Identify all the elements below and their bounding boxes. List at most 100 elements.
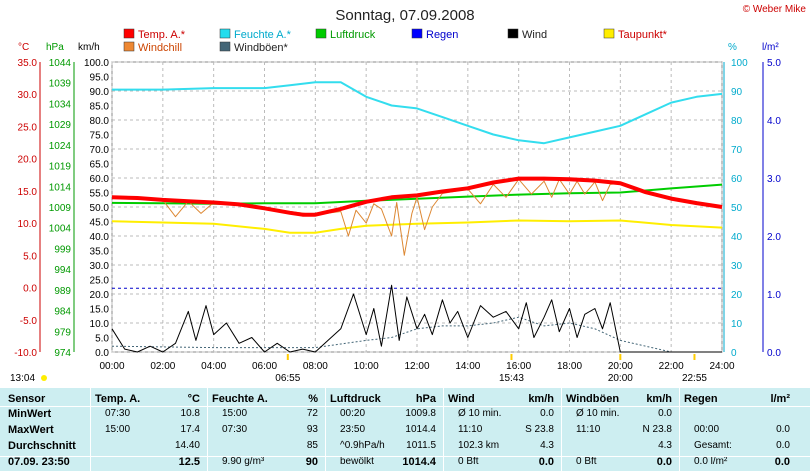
x-tick-label: 12:00 — [404, 361, 429, 372]
series-line — [112, 81, 723, 145]
pressure-tick-label: 1029 — [49, 120, 72, 131]
table-cell-value: 14.40 — [174, 440, 200, 451]
legend-swatch — [219, 28, 231, 39]
wind-tick-label: 45.0 — [90, 218, 110, 229]
table-cell-value: S 23.8 — [525, 424, 554, 435]
wind-tick-label: 60.0 — [90, 174, 110, 185]
table-cell-sub: 23:50 — [340, 424, 366, 435]
x-tick-label: 14:00 — [455, 361, 480, 372]
legend-swatch — [315, 28, 327, 39]
marker-time-label: 20:00 — [608, 373, 633, 384]
table-cell-value: 0.0 — [538, 456, 554, 468]
table-cell-value: 90 — [305, 456, 318, 468]
marker-tick — [510, 354, 513, 360]
pressure-tick-label: 984 — [54, 307, 71, 318]
series-line — [111, 316, 722, 353]
table-cell-value: 0.0 — [540, 408, 554, 419]
table-column-divider — [443, 388, 444, 471]
humidity-tick-label: 90 — [731, 87, 743, 98]
table-cell-sub: Gesamt: — [694, 440, 732, 451]
table-header-divider — [0, 406, 810, 407]
temp-tick-label: 5.0 — [23, 251, 37, 262]
wind-tick-label: 30.0 — [90, 261, 110, 272]
table-header-label: Luftdruck — [330, 393, 381, 405]
pressure-tick-label: 1024 — [49, 141, 72, 152]
pressure-tick-label: 989 — [54, 286, 71, 297]
table-header-label: Wind — [448, 393, 475, 405]
wind-tick-label: 15.0 — [90, 305, 110, 316]
table-header-unit: km/h — [646, 393, 672, 405]
pressure-tick-label: 1014 — [49, 182, 72, 193]
table-cell-value: 1014.4 — [402, 456, 436, 468]
marker-time-label: 22:55 — [682, 373, 707, 384]
pressure-unit-label: hPa — [46, 42, 64, 53]
x-tick-label: 24:00 — [709, 361, 734, 372]
pressure-tick-label: 1039 — [49, 79, 72, 90]
wind-unit-label: km/h — [78, 42, 100, 53]
legend-swatch — [123, 28, 135, 39]
rain-tick-label: 3.0 — [767, 174, 781, 185]
table-cell-sub: ^0.9hPa/h — [340, 440, 385, 451]
temp-unit-label: °C — [18, 42, 29, 53]
marker-tick — [286, 354, 289, 360]
legend-label: Temp. A.* — [138, 29, 186, 41]
rain-tick-label: 4.0 — [767, 116, 781, 127]
pressure-tick-label: 1009 — [49, 203, 72, 214]
table-cell-sub: 0 Bft — [458, 456, 479, 467]
table-header-label: Feuchte A. — [212, 393, 268, 405]
table-header-unit: km/h — [528, 393, 554, 405]
table-cell-sub: 00:20 — [340, 408, 366, 419]
wind-tick-label: 10.0 — [90, 319, 110, 330]
table-header-label: Sensor — [8, 393, 46, 405]
temp-tick-label: -10.0 — [14, 348, 37, 359]
wind-tick-label: 90.0 — [90, 87, 110, 98]
x-tick-label: 22:00 — [659, 361, 684, 372]
marker-dot — [41, 375, 47, 381]
wind-tick-label: 0.0 — [95, 348, 109, 359]
table-column-divider — [90, 388, 91, 471]
rain-tick-label: 0.0 — [767, 348, 781, 359]
series-line — [111, 284, 722, 353]
marker-time-label: 13:04 — [10, 373, 35, 384]
wind-tick-label: 50.0 — [90, 203, 110, 214]
table-cell-sub: 07:30 — [222, 424, 248, 435]
pressure-tick-label: 979 — [54, 327, 71, 338]
legend-swatch — [603, 28, 615, 39]
legend-label: Windböen* — [234, 42, 289, 54]
table-cell-sub: Ø 10 min. — [576, 408, 620, 419]
table-cell-value: 1009.8 — [405, 408, 436, 419]
table-cell-sub: 15:00 — [222, 408, 248, 419]
table-row-label: MaxWert — [8, 424, 54, 436]
x-tick-label: 08:00 — [303, 361, 328, 372]
table-column-divider — [325, 388, 326, 471]
legend-swatch — [219, 41, 231, 52]
table-cell-value: 0.0 — [774, 456, 790, 468]
legend-label: Windchill — [138, 42, 182, 54]
humidity-tick-label: 30 — [731, 261, 743, 272]
humidity-tick-label: 70 — [731, 145, 743, 156]
table-cell-sub: 00:00 — [694, 424, 720, 435]
weather-chart: Sonntag, 07.09.2008 © Weber Mike Temp. A.*… — [10, 4, 806, 384]
temp-tick-label: 0.0 — [23, 284, 37, 295]
x-tick-label: 00:00 — [99, 361, 124, 372]
x-tick-label: 02:00 — [150, 361, 175, 372]
marker-tick — [693, 354, 696, 360]
x-tick-label: 06:00 — [252, 361, 277, 372]
marker-tick — [619, 354, 622, 360]
legend-label: Regen — [426, 29, 458, 41]
pressure-tick-label: 999 — [54, 244, 71, 255]
table-cell-value: 0.0 — [656, 456, 672, 468]
temp-tick-label: 20.0 — [18, 155, 38, 166]
table-current-divider — [0, 456, 810, 457]
wind-tick-label: 85.0 — [90, 102, 110, 113]
wind-tick-label: 40.0 — [90, 232, 110, 243]
legend-label: Luftdruck — [330, 29, 376, 41]
humidity-tick-label: 0 — [731, 348, 737, 359]
table-cell-value: 0.0 — [658, 408, 672, 419]
table-column-divider — [679, 388, 680, 471]
temp-tick-label: 15.0 — [18, 187, 38, 198]
legend-label: Taupunkt* — [618, 29, 668, 41]
x-tick-label: 20:00 — [608, 361, 633, 372]
table-cell-value: 4.3 — [658, 440, 672, 451]
humidity-tick-label: 50 — [731, 203, 743, 214]
